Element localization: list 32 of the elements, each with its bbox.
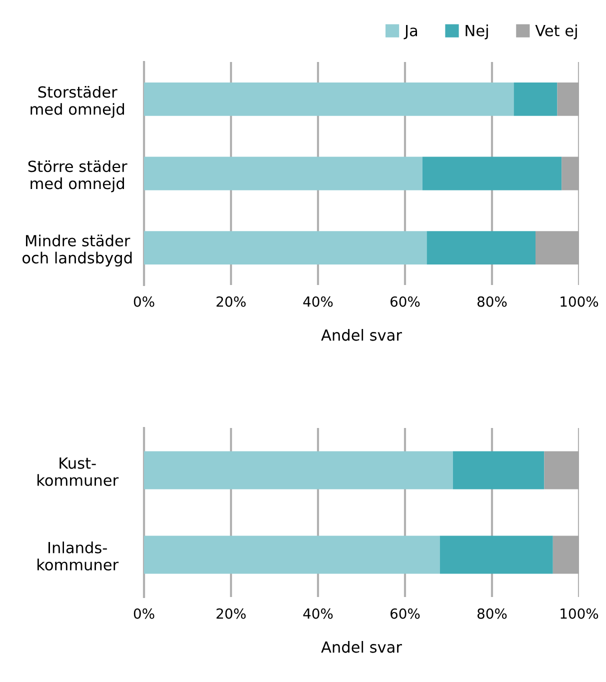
- x-tick-label: 40%: [303, 296, 333, 307]
- x-axis-title: Andel svar: [321, 328, 402, 341]
- x-tick-label: 80%: [478, 608, 507, 619]
- bar: [144, 156, 422, 190]
- legend-label: Ja: [404, 25, 418, 40]
- bar: [422, 156, 562, 190]
- x-tick-label: 60%: [390, 296, 420, 307]
- y-tick-label: Inlands- kommuner: [37, 542, 119, 570]
- bar: [440, 536, 553, 574]
- bar: [514, 82, 558, 116]
- x-tick-label: 100%: [560, 608, 598, 619]
- x-tick-label: 20%: [216, 608, 246, 619]
- x-tick-label: 60%: [390, 608, 420, 619]
- bar: [144, 536, 440, 574]
- bar: [426, 231, 536, 265]
- y-tick-label: Mindre städer och landsbygd: [22, 234, 132, 267]
- legend-label: Vet ej: [535, 24, 577, 40]
- x-axis-title: Andel svar: [321, 640, 402, 653]
- legend-label: Nej: [466, 24, 488, 40]
- bar: [452, 451, 544, 490]
- bar: [144, 451, 453, 490]
- y-tick-label: Storstäder med omnejd: [30, 86, 124, 118]
- bar: [144, 82, 514, 116]
- x-tick-label: 100%: [560, 296, 598, 307]
- x-tick-label: 0%: [134, 608, 154, 619]
- y-tick-label: Kust- kommuner: [37, 458, 119, 486]
- y-tick-label: Större städer med omnejd: [28, 160, 128, 192]
- x-tick-label: 80%: [478, 296, 507, 307]
- x-tick-label: 0%: [134, 296, 154, 307]
- bar: [144, 231, 427, 265]
- x-tick-label: 40%: [303, 608, 333, 619]
- x-tick-label: 20%: [216, 296, 246, 307]
